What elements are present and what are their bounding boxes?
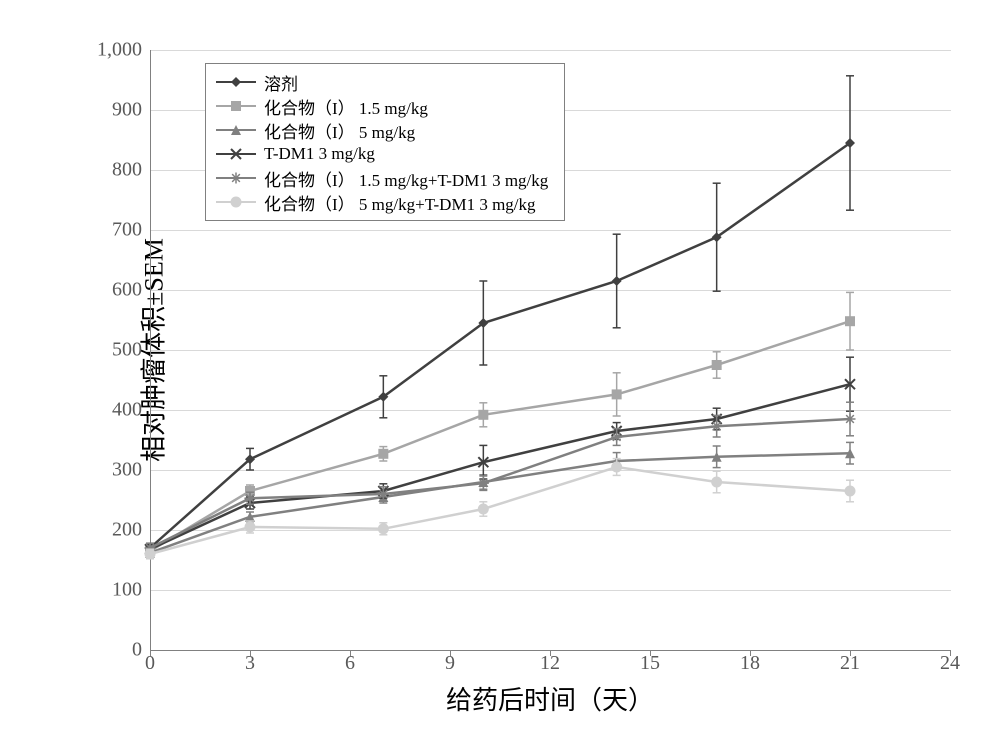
marker-cpd_1p5 [612,389,622,399]
y-tick-label: 800 [82,159,142,182]
y-tick-label: 200 [82,519,142,542]
marker-cpd_1p5_tdm1 [845,414,856,425]
x-tick-label: 6 [345,652,355,675]
legend-item-vehicle: 溶剂 [216,70,548,94]
y-tick-label: 500 [82,339,142,362]
marker-cpd_1p5 [845,316,855,326]
legend-label: 化合物（I） 5 mg/kg [264,118,415,143]
marker-cpd_1p5 [478,410,488,420]
legend-label: 化合物（I） 5 mg/kg+T-DM1 3 mg/kg [264,190,536,215]
marker-cpd_5_tdm1 [611,462,622,473]
legend: 溶剂化合物（I） 1.5 mg/kg化合物（I） 5 mg/kgT-DM1 3 … [205,63,565,221]
y-tick-label: 1,000 [82,39,142,62]
marker-cpd_5_tdm1 [845,486,856,497]
y-tick-label: 900 [82,99,142,122]
legend-item-tdm1: T-DM1 3 mg/kg [216,142,548,166]
x-tick-label: 9 [445,652,455,675]
y-tick-label: 300 [82,459,142,482]
x-tick-label: 12 [540,652,560,675]
y-tick-label: 700 [82,219,142,242]
legend-item-cpd_5_tdm1: 化合物（I） 5 mg/kg+T-DM1 3 mg/kg [216,190,548,214]
x-tick-label: 21 [840,652,860,675]
x-tick-label: 0 [145,652,155,675]
x-axis-label: 给药后时间（天） [446,680,654,717]
marker-cpd_5_tdm1 [711,477,722,488]
marker-cpd_5_tdm1 [378,523,389,534]
legend-label: 溶剂 [264,70,298,95]
x-tick-label: 15 [640,652,660,675]
marker-cpd_5_tdm1 [478,504,489,515]
legend-label: T-DM1 3 mg/kg [264,144,375,164]
marker-cpd_1p5 [378,449,388,459]
chart-container: 相对肿瘤体积±SEM 给药后时间（天） 01002003004005006007… [20,20,980,712]
legend-label: 化合物（I） 1.5 mg/kg+T-DM1 3 mg/kg [264,166,548,191]
legend-item-cpd_5: 化合物（I） 5 mg/kg [216,118,548,142]
legend-item-cpd_1p5: 化合物（I） 1.5 mg/kg [216,94,548,118]
marker-cpd_5_tdm1 [145,549,156,560]
y-tick-label: 600 [82,279,142,302]
series-line-tdm1 [150,384,850,549]
y-tick-label: 400 [82,399,142,422]
legend-label: 化合物（I） 1.5 mg/kg [264,94,428,119]
marker-cpd_1p5 [712,360,722,370]
y-tick-label: 100 [82,579,142,602]
y-tick-label: 0 [82,639,142,662]
legend-item-cpd_1p5_tdm1: 化合物（I） 1.5 mg/kg+T-DM1 3 mg/kg [216,166,548,190]
x-tick-label: 3 [245,652,255,675]
marker-vehicle [612,276,622,286]
marker-cpd_5_tdm1 [245,522,256,533]
x-tick-label: 18 [740,652,760,675]
x-tick-label: 24 [940,652,960,675]
